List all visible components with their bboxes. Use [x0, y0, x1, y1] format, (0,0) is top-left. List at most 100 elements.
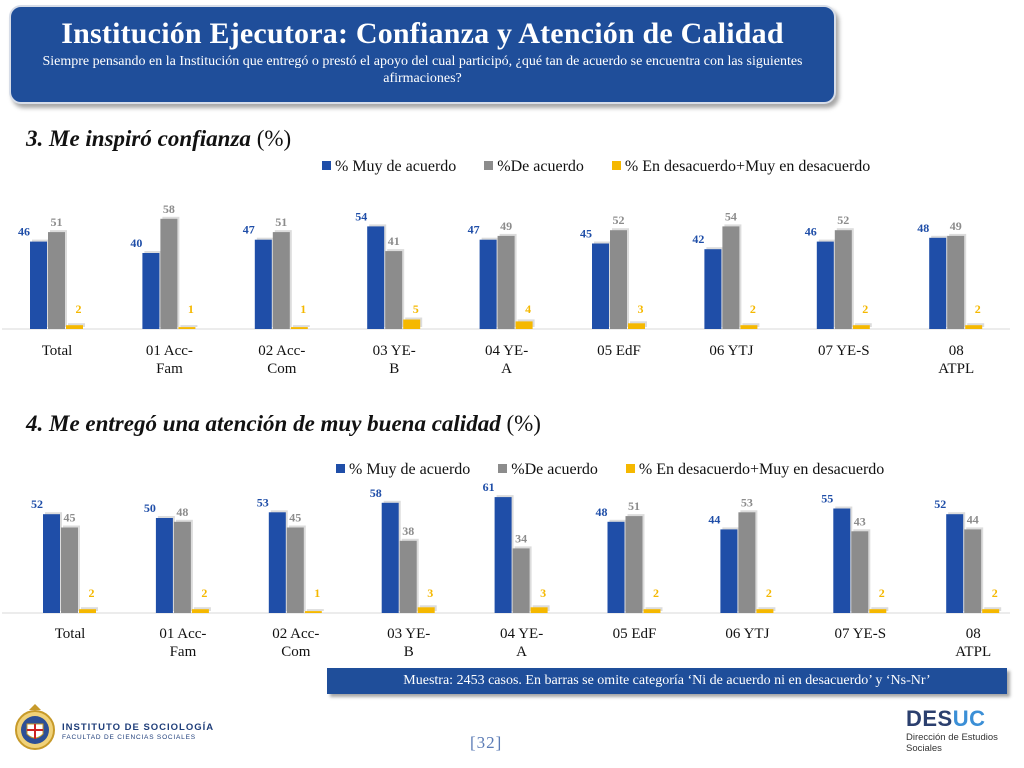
data-label: 48 — [596, 505, 608, 519]
data-label: 3 — [638, 302, 644, 316]
desuc-logo: DESUC Dirección de Estudios Sociales — [906, 706, 998, 754]
data-label: 50 — [144, 501, 156, 515]
chart2-title-unit: (%) — [506, 411, 541, 436]
data-label: 43 — [854, 514, 866, 528]
bar-1 — [367, 226, 385, 329]
category-label: 02 Acc- — [258, 343, 305, 359]
category-label: B — [389, 361, 399, 377]
legend-swatch-blue — [322, 161, 331, 170]
bar-2 — [610, 230, 627, 329]
bar-shadow — [306, 609, 324, 611]
data-label: 2 — [992, 586, 998, 600]
category-label: 07 YE-S — [835, 626, 887, 642]
data-label: 54 — [725, 209, 737, 223]
data-label: 48 — [917, 221, 929, 235]
chart1-bar-chart: 46 51 2 Total 40 58 1 01 Acc- Fam 47 51 1 02 Acc- Com… — [2, 202, 1010, 377]
bar-2 — [834, 230, 852, 329]
chart1-legend: % Muy de acuerdo %De acuerdo % En desacu… — [322, 158, 894, 176]
faculty-name: FACULTAD DE CIENCIAS SOCIALES — [62, 734, 196, 741]
data-label: 5 — [413, 302, 419, 316]
data-label: 42 — [692, 232, 704, 246]
legend-label: % En desacuerdo+Muy en desacuerdo — [638, 461, 885, 478]
data-label: 1 — [300, 302, 306, 316]
data-label: 2 — [750, 302, 756, 316]
bar-shadow — [984, 607, 1002, 611]
data-label: 49 — [500, 219, 512, 233]
data-label: 45 — [289, 511, 301, 525]
bar-3 — [66, 325, 83, 329]
category-label: B — [404, 644, 414, 660]
data-label: 49 — [950, 219, 962, 233]
category-label: 08 — [949, 343, 964, 359]
bar-1 — [816, 241, 834, 329]
header-banner: Institución Ejecutora: Confianza y Atenc… — [9, 5, 836, 104]
category-label: 03 YE- — [387, 626, 430, 642]
legend-swatch-yellow — [611, 161, 621, 170]
chart1-legend-item-3: % En desacuerdo+Muy en desacuerdo — [611, 158, 870, 176]
category-label: 02 Acc- — [272, 626, 319, 642]
bar-1 — [30, 241, 47, 329]
data-label: 2 — [89, 586, 95, 600]
bar-3 — [417, 607, 435, 613]
category-label: ATPL — [955, 644, 991, 660]
data-label: 2 — [76, 302, 82, 316]
category-label: 01 Acc- — [159, 626, 206, 642]
bar-3 — [79, 609, 96, 613]
category-label: Com — [267, 361, 297, 377]
bar-1 — [704, 249, 722, 329]
data-label: 53 — [257, 495, 269, 509]
bar-2 — [722, 226, 740, 329]
desuc-wordmark-b: UC — [952, 706, 986, 731]
category-label: 08 — [966, 626, 981, 642]
category-label: 01 Acc- — [146, 343, 193, 359]
chart2-title: 4. Me entregó una atención de muy buena … — [26, 411, 541, 437]
data-label: 58 — [163, 202, 175, 216]
legend-label: % Muy de acuerdo — [349, 461, 471, 478]
category-label: A — [501, 361, 512, 377]
bar-2 — [947, 235, 965, 329]
bar-1 — [381, 502, 399, 613]
page-number: [32] — [470, 733, 503, 752]
bar-2 — [964, 529, 982, 613]
bar-2 — [61, 527, 78, 613]
chart1-legend-item-1: % Muy de acuerdo — [322, 158, 456, 176]
data-label: 40 — [130, 236, 142, 250]
category-label: ATPL — [938, 361, 974, 377]
bar-2 — [738, 512, 756, 613]
bar-1 — [833, 508, 851, 613]
bar-1 — [607, 521, 625, 613]
data-label: 45 — [580, 227, 592, 241]
bar-1 — [142, 253, 160, 329]
chart2-legend-item-3: % En desacuerdo+Muy en desacuerdo — [625, 461, 885, 479]
chart1-title: 3. Me inspiró confianza (%) — [26, 126, 291, 152]
data-label: 47 — [243, 223, 255, 237]
data-label: 61 — [483, 480, 495, 494]
chart2-title-main: 4. Me entregó una atención de muy buena … — [26, 411, 501, 436]
data-label: 2 — [653, 586, 659, 600]
bar-2 — [851, 531, 869, 613]
category-label: Fam — [170, 644, 197, 660]
data-label: 44 — [967, 512, 979, 526]
category-label: Fam — [156, 361, 183, 377]
chart1-title-unit: (%) — [256, 126, 292, 151]
category-label: 05 EdF — [597, 343, 641, 359]
bar-1 — [494, 497, 512, 613]
bar-3 — [643, 609, 661, 613]
bar-3 — [982, 609, 1000, 613]
bar-2 — [385, 251, 403, 329]
bar-2 — [286, 527, 304, 613]
bar-3 — [178, 327, 196, 329]
data-label: 54 — [355, 209, 367, 223]
bar-2 — [272, 232, 290, 329]
data-label: 53 — [741, 495, 753, 509]
bar-1 — [254, 239, 272, 329]
legend-label: % Muy de acuerdo — [335, 158, 457, 175]
data-label: 48 — [176, 505, 188, 519]
data-label: 1 — [188, 302, 194, 316]
data-label: 52 — [934, 497, 946, 511]
chart2-bar-chart: 52 45 2 Total 50 48 2 01 Acc- Fam 53 45 1 02 Acc- Com… — [2, 480, 1010, 660]
bar-1 — [268, 512, 286, 613]
category-label: 05 EdF — [613, 626, 657, 642]
data-label: 52 — [613, 213, 625, 227]
sample-note: Muestra: 2453 casos. En barras se omite … — [327, 668, 1007, 694]
